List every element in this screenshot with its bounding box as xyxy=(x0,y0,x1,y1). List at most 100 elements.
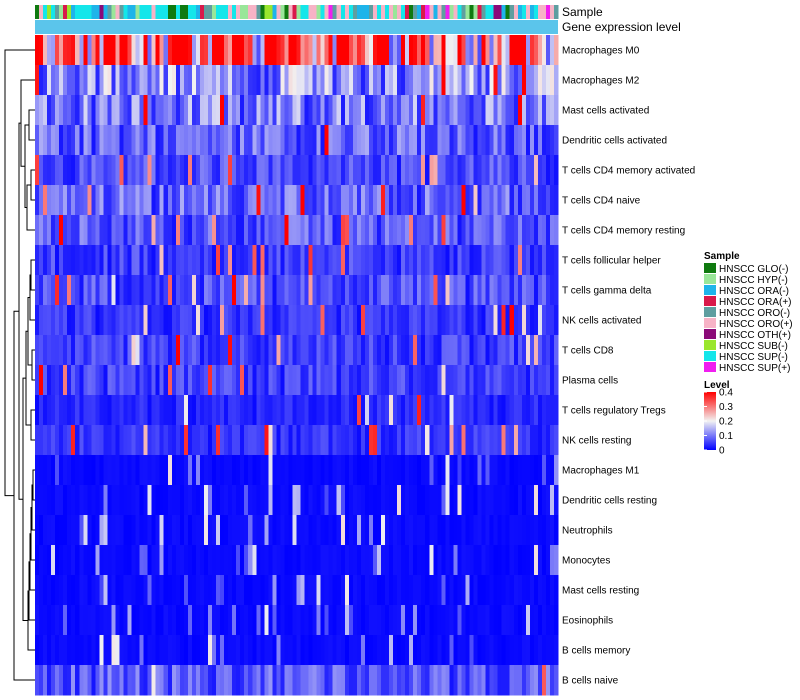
heatmap-cell xyxy=(501,605,507,636)
heatmap-cell xyxy=(517,575,523,606)
heatmap-cell xyxy=(332,605,338,636)
heatmap-cell xyxy=(545,515,551,546)
heatmap-cell xyxy=(199,155,205,186)
heatmap-cell xyxy=(183,65,189,96)
heatmap-cell xyxy=(429,635,434,666)
heatmap-cell xyxy=(376,395,382,426)
heatmap-cell xyxy=(356,65,362,96)
heatmap-cell xyxy=(147,335,153,366)
heatmap-cell xyxy=(397,155,402,186)
heatmap-cell xyxy=(212,575,217,606)
heatmap-cell xyxy=(489,35,495,66)
heatmap-cell xyxy=(397,395,402,426)
heatmap-cell xyxy=(179,455,185,486)
heatmap-cell xyxy=(175,305,181,336)
heatmap-cell xyxy=(513,425,519,456)
heatmap-cell xyxy=(509,575,515,606)
heatmap-cell xyxy=(441,185,446,216)
heatmap-cell xyxy=(47,575,52,606)
heatmap-cell xyxy=(352,305,358,336)
heatmap-cell xyxy=(401,635,406,666)
sample-annotation-cell xyxy=(264,5,269,19)
heatmap-cell xyxy=(417,455,422,486)
heatmap-cell xyxy=(67,395,72,426)
heatmap-cell xyxy=(99,215,104,246)
heatmap-cell xyxy=(216,155,221,186)
heatmap-cell xyxy=(67,185,72,216)
heatmap-cell xyxy=(336,215,342,246)
heatmap-cell xyxy=(91,665,96,696)
heatmap-cell xyxy=(457,515,462,546)
heatmap-cell xyxy=(533,545,539,576)
heatmap-cell xyxy=(260,35,265,66)
heatmap-cell xyxy=(143,35,149,66)
heatmap-cell xyxy=(545,215,551,246)
heatmap-cell xyxy=(469,155,474,186)
heatmap-cell xyxy=(489,365,495,396)
heatmap-cell xyxy=(123,245,128,276)
heatmap-cell xyxy=(481,425,486,456)
heatmap-cell xyxy=(525,245,531,276)
heatmap-cell xyxy=(380,305,386,336)
heatmap-cell xyxy=(39,455,44,486)
heatmap-cell xyxy=(296,425,301,456)
heatmap-cell xyxy=(199,545,205,576)
heatmap-cell xyxy=(300,95,305,126)
heatmap-cell xyxy=(453,395,458,426)
heatmap-cell xyxy=(300,125,305,156)
heatmap-cell xyxy=(75,245,80,276)
heatmap-cell xyxy=(385,215,390,246)
heatmap-cell xyxy=(191,245,197,276)
heatmap-cell xyxy=(39,395,44,426)
heatmap-cell xyxy=(95,65,100,96)
heatmap-cell xyxy=(71,545,76,576)
heatmap-cell xyxy=(344,485,350,516)
heatmap-cell xyxy=(43,185,48,216)
heatmap-cell xyxy=(232,215,237,246)
heatmap-cell xyxy=(171,425,177,456)
heatmap-cell xyxy=(151,665,157,696)
heatmap-cell xyxy=(59,155,64,186)
heatmap-cell xyxy=(537,245,543,276)
heatmap-cell xyxy=(51,155,56,186)
heatmap-cell xyxy=(87,515,92,546)
heatmap-cell xyxy=(389,125,394,156)
heatmap-cell xyxy=(131,305,136,336)
heatmap-cell xyxy=(292,395,297,426)
sample-annotation-cell xyxy=(55,5,60,19)
heatmap-cell xyxy=(344,635,350,666)
heatmap-cell xyxy=(39,155,44,186)
heatmap-cell xyxy=(393,485,398,516)
heatmap-cell xyxy=(429,215,434,246)
heatmap-cell xyxy=(131,275,136,306)
heatmap-cell xyxy=(71,305,76,336)
heatmap-cell xyxy=(296,545,301,576)
heatmap-cell xyxy=(328,365,334,396)
heatmap-cell xyxy=(368,575,374,606)
heatmap-cell xyxy=(376,575,382,606)
heatmap-cell xyxy=(405,245,410,276)
heatmap-cell xyxy=(553,545,559,576)
heatmap-cell xyxy=(103,455,108,486)
heatmap-cell xyxy=(87,635,92,666)
heatmap-cell xyxy=(433,665,438,696)
heatmap-cell xyxy=(115,155,120,186)
heatmap-cell xyxy=(445,605,450,636)
heatmap-cell xyxy=(445,245,450,276)
heatmap-cell xyxy=(521,95,527,126)
heatmap-cell xyxy=(312,125,318,156)
sample-annotation-cell xyxy=(533,5,539,19)
heatmap-cell xyxy=(143,155,149,186)
heatmap-cell xyxy=(59,545,64,576)
heatmap-cell xyxy=(372,485,378,516)
heatmap-cell xyxy=(397,485,402,516)
heatmap-cell xyxy=(143,485,149,516)
heatmap-cell xyxy=(212,335,217,366)
sample-annotation-track xyxy=(35,5,559,19)
heatmap-cell xyxy=(344,305,350,336)
heatmap-cell xyxy=(155,575,161,606)
heatmap-cell xyxy=(288,275,293,306)
heatmap-cell xyxy=(493,455,499,486)
heatmap-cell xyxy=(501,95,507,126)
heatmap-cell xyxy=(380,65,386,96)
